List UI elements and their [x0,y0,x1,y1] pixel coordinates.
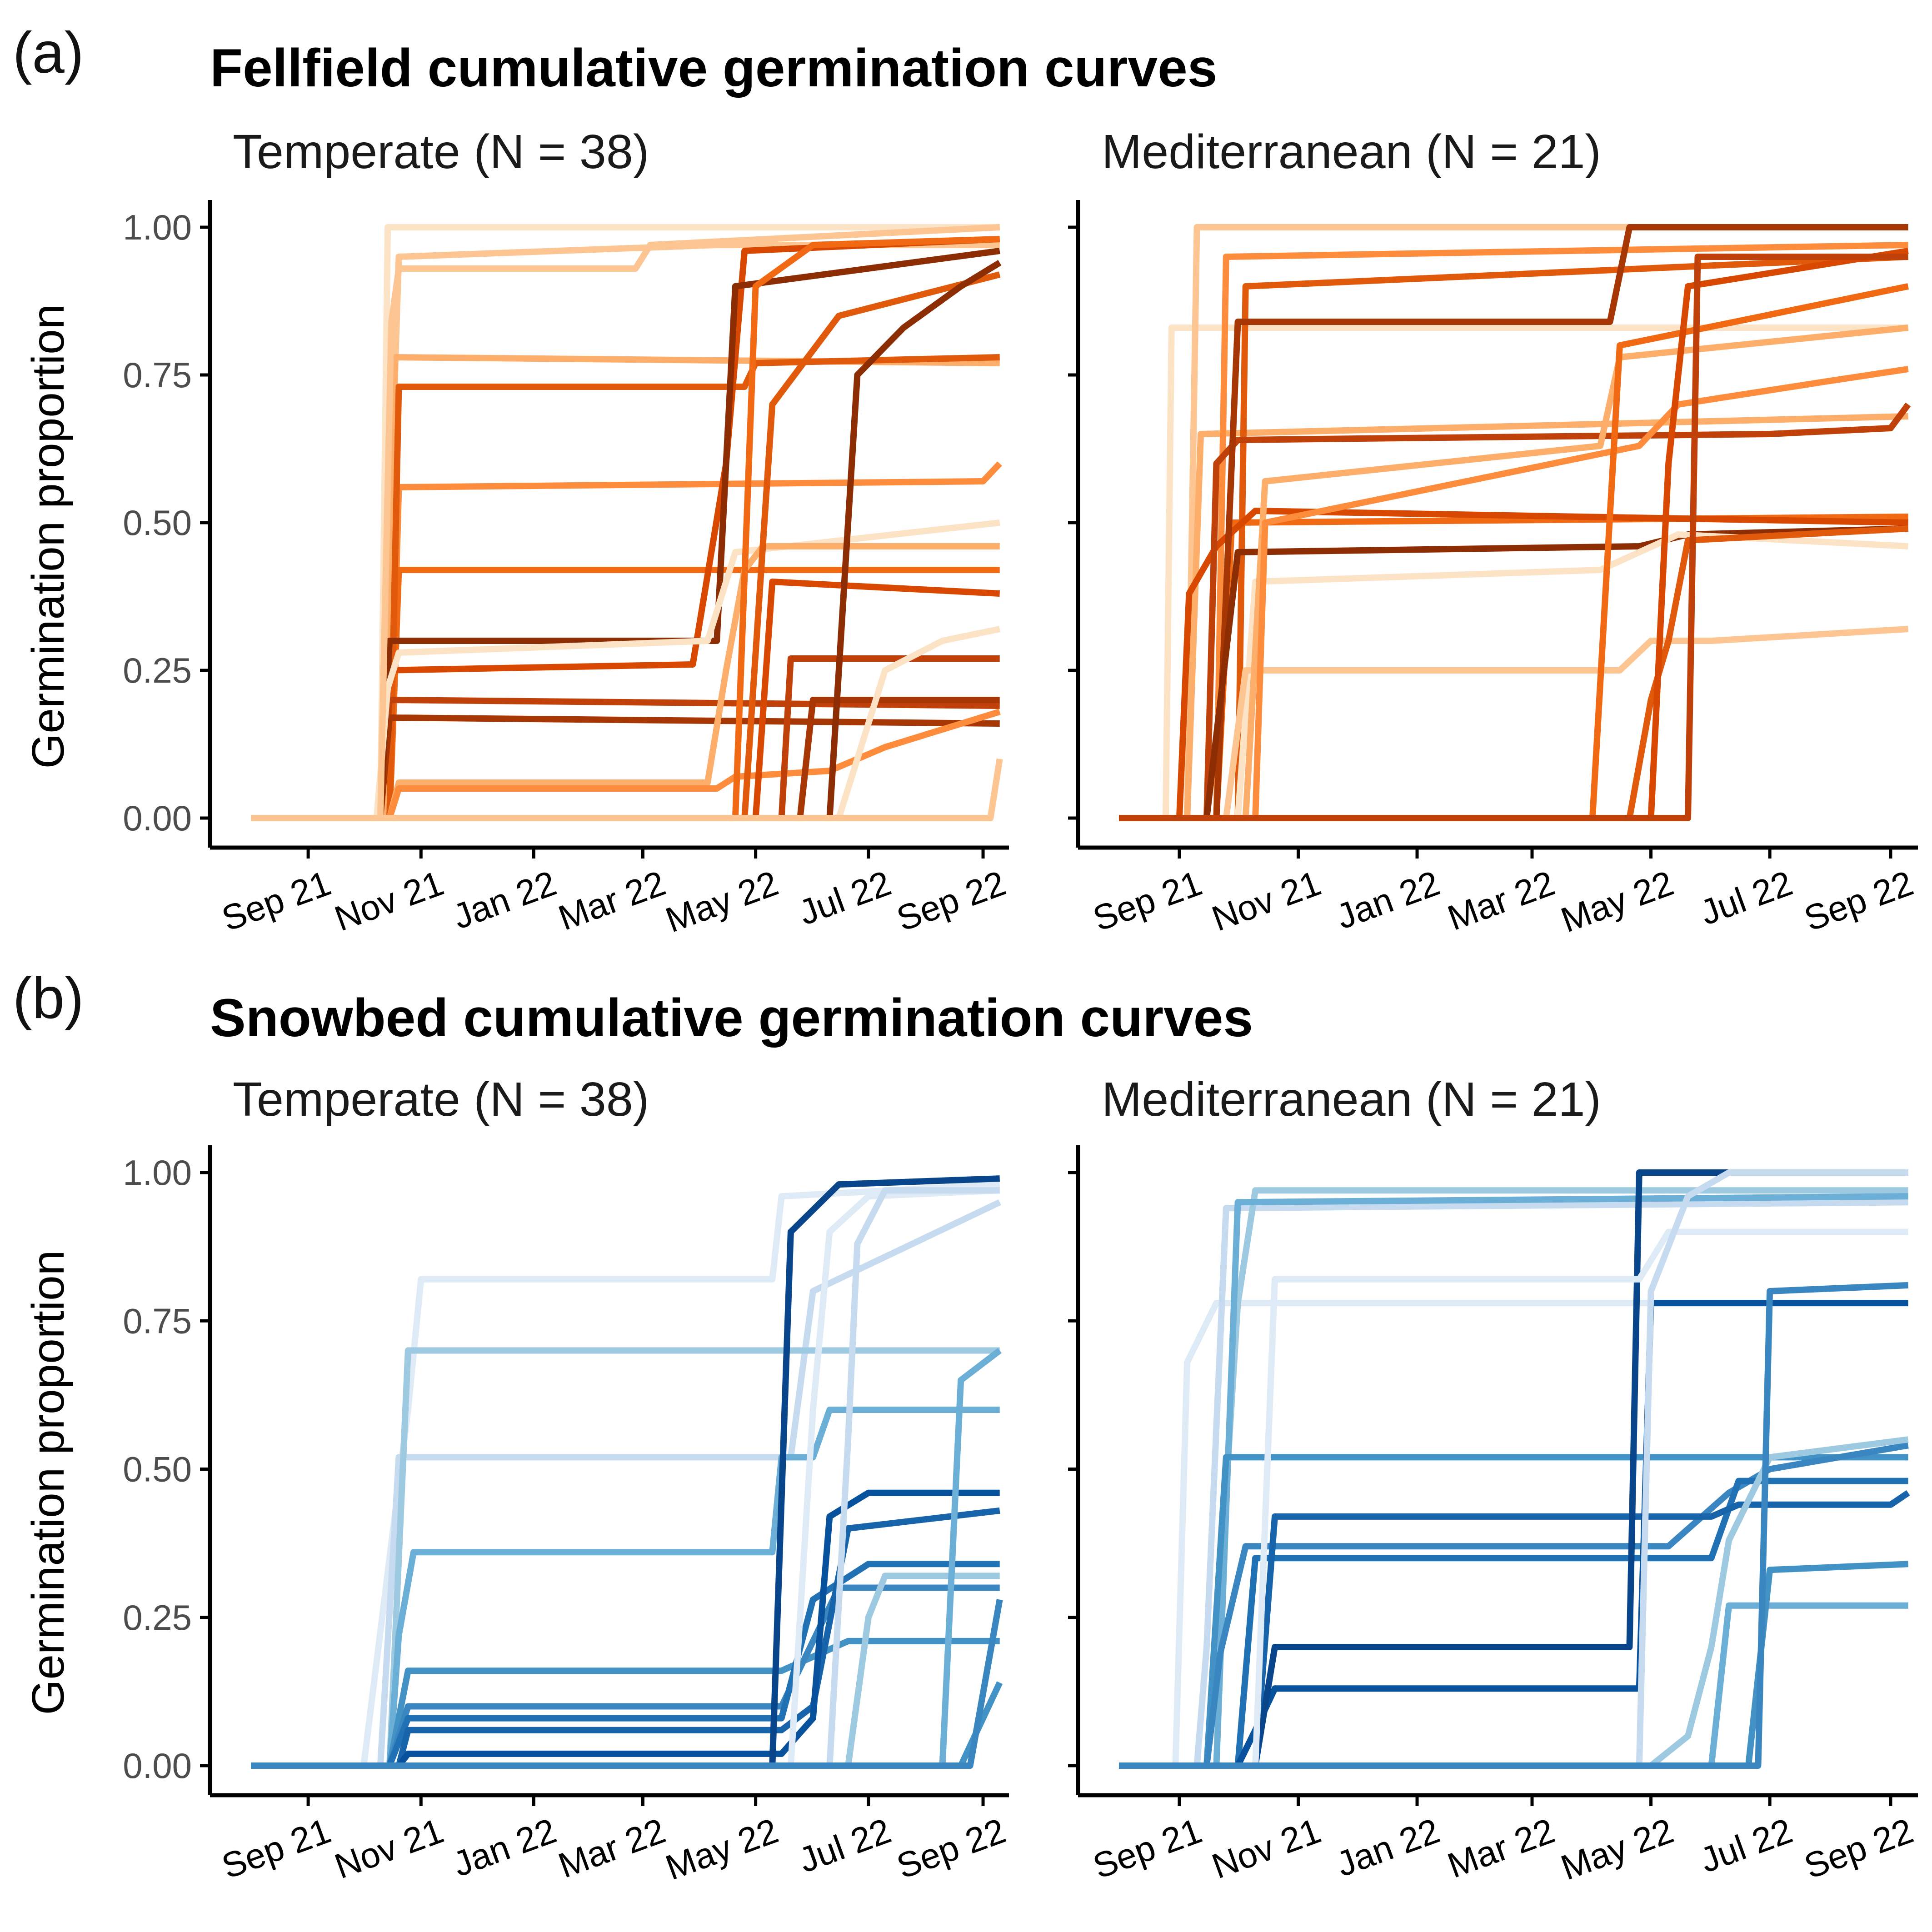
facet-title-snowbed-mediterranean: Mediterranean (N = 21) [1102,1073,1601,1126]
series-line [251,709,1001,821]
y-tick-label: 0.25 [123,650,192,690]
series-group [1119,224,1911,821]
y-tick-label: 0.50 [123,503,192,543]
series-line [251,1181,1000,1769]
series-line [251,1407,1000,1769]
series-line [1119,1282,1908,1769]
y-tick-label: 0.50 [123,1449,192,1489]
row-title-snowbed: Snowbed cumulative germination curves [210,988,1253,1048]
series-group [251,224,1003,821]
series-group [1119,1169,1910,1769]
row-title-fellfield: Fellfield cumulative germination curves [210,38,1217,98]
y-axis-label-fellfield: Germination proportion [23,304,74,769]
y-tick-label: 0.00 [123,798,192,838]
panel-tag-b: (b) [13,966,84,1031]
panel-tag-a: (a) [13,20,84,85]
facet-title-fellfield-temperate: Temperate (N = 38) [233,125,649,179]
y-tick-label: 0.75 [123,355,192,395]
y-tick-label: 1.00 [123,207,192,247]
series-line [1119,254,1908,821]
series-line [251,758,1003,821]
facet-title-fellfield-mediterranean: Mediterranean (N = 21) [1102,125,1601,179]
y-tick-label: 0.25 [123,1598,192,1637]
series-line [251,1599,1003,1769]
y-axis-label-snowbed: Germination proportion [23,1250,74,1715]
y-tick-label: 0.75 [123,1301,192,1341]
series-group [251,1175,1003,1769]
y-tick-label: 1.00 [123,1153,192,1193]
y-tick-label: 0.00 [123,1746,192,1786]
facet-title-snowbed-temperate: Temperate (N = 38) [233,1073,649,1126]
